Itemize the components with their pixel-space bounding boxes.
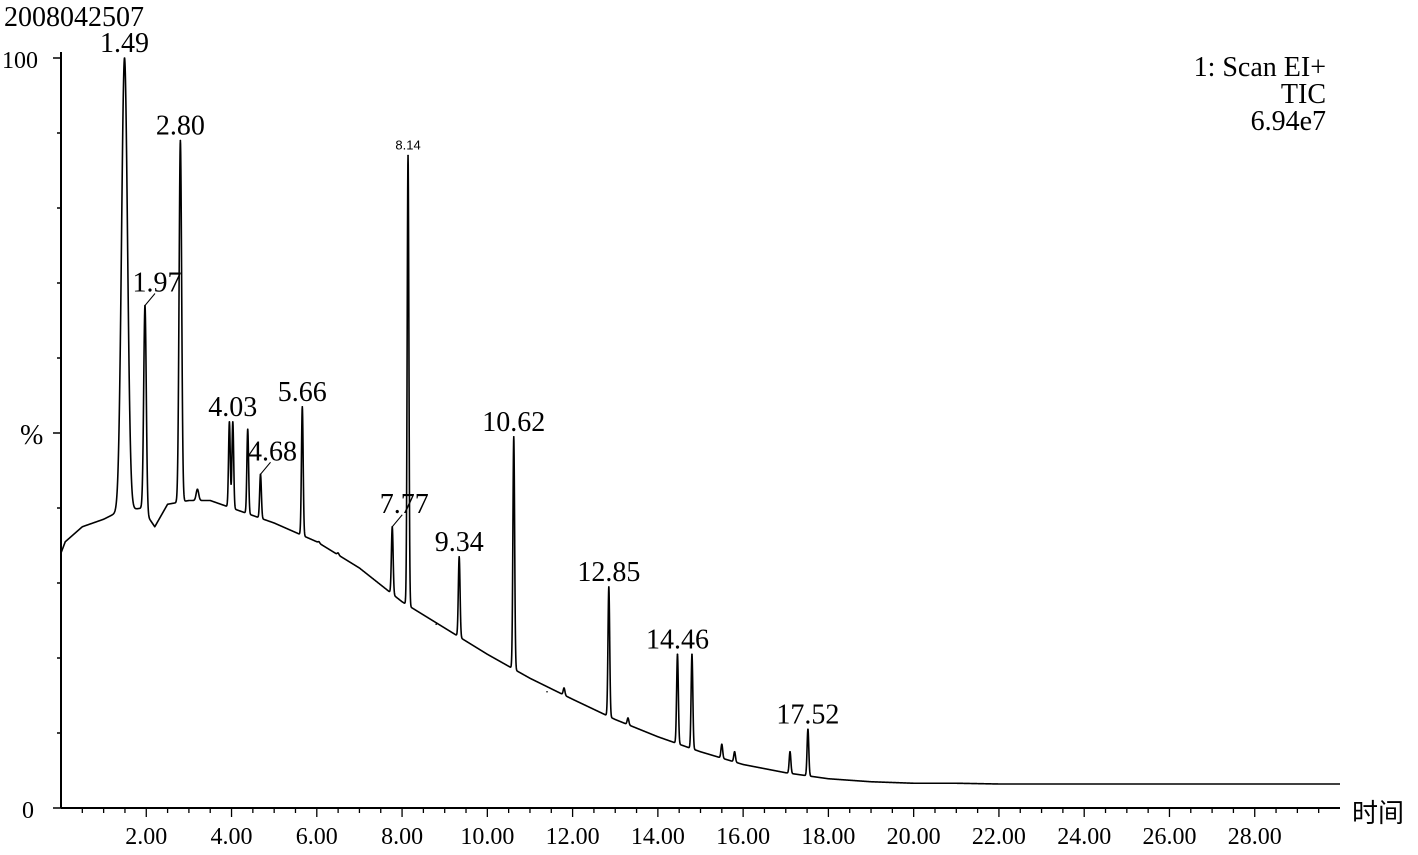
peak-apex: [123, 57, 126, 59]
peak-apex: [721, 743, 723, 746]
peak-label: 12.85: [577, 557, 640, 588]
peak-apex: [407, 154, 409, 157]
peak-apex: [789, 750, 791, 753]
scan-info: 1: Scan EI+ TIC 6.94e7: [1193, 52, 1326, 137]
peak-apex: [563, 687, 565, 689]
peak-apex: [546, 690, 548, 693]
x-tick-label: 2.00: [125, 824, 167, 850]
trace-type: TIC: [1280, 79, 1326, 110]
peak-label: 14.46: [646, 624, 709, 655]
x-tick-label: 14.00: [631, 824, 685, 850]
peak-label: 10.62: [482, 407, 545, 438]
peak-apex: [435, 623, 437, 626]
x-tick-label: 18.00: [801, 824, 855, 850]
peak-apex: [228, 420, 231, 423]
x-tick-label: 20.00: [887, 824, 941, 850]
peak-apex: [246, 428, 249, 431]
x-tick-label: 24.00: [1057, 824, 1111, 850]
peak-label: 7.77: [380, 489, 429, 520]
peak-apex: [512, 435, 515, 438]
peak-leader: [260, 461, 271, 475]
x-tick-label: 6.00: [296, 824, 338, 850]
x-axis-label: 时间: [1352, 799, 1404, 829]
peak-apex: [458, 555, 460, 558]
peak-label: 9.34: [435, 527, 484, 558]
axes: 2.00 4.00 6.00 8.00 10.00 12.00 14.00 16.00 18.0…: [53, 52, 1340, 850]
peak-label: 2.80: [156, 111, 205, 142]
peak-label: 17.52: [776, 699, 839, 730]
x-tick-label: 8.00: [381, 824, 423, 850]
peak-label: 1.97: [132, 268, 181, 299]
x-tick-label: 22.00: [972, 824, 1026, 850]
y-tick-label-top: 100: [2, 48, 38, 74]
trace-layer: [60, 57, 1341, 785]
x-tick-label: 10.00: [460, 824, 514, 850]
peak-apex: [691, 653, 693, 656]
peak-leader: [144, 293, 156, 306]
peak-apex: [733, 750, 736, 753]
peak-apex: [807, 728, 809, 731]
y-tick-label-bottom: 0: [22, 798, 34, 824]
peak-label: 8.14: [395, 138, 420, 153]
max-intensity: 6.94e7: [1250, 106, 1326, 137]
peak-label-layer: 1.49 1.97 2.80 4.03 4.68 5.66 7.77 8.14 9.34 10.6…: [100, 28, 839, 730]
peak-apex: [301, 405, 304, 408]
x-tick-label: 16.00: [716, 824, 770, 850]
x-tick-label: 12.00: [546, 824, 600, 850]
peak-apex: [318, 540, 320, 543]
peak-label: 4.68: [248, 436, 297, 467]
tic-trace: [60, 57, 1341, 785]
sample-id: 2008042507: [4, 2, 144, 33]
scan-mode: 1: Scan EI+: [1193, 52, 1326, 83]
peak-apex: [337, 552, 339, 554]
peak-apex: [627, 717, 629, 719]
peak-label: 1.49: [100, 28, 149, 59]
x-tick-label: 26.00: [1142, 824, 1196, 850]
peak-apex: [608, 585, 610, 588]
peak-apex: [676, 653, 679, 656]
peak-leader: [391, 514, 403, 528]
x-tick-label: 28.00: [1228, 824, 1282, 850]
x-tick-label: 4.00: [211, 824, 253, 850]
peak-apex: [196, 488, 199, 491]
peak-label: 5.66: [278, 377, 327, 408]
peak-apex: [232, 420, 234, 423]
peak-apex: [179, 139, 182, 142]
y-axis-label: %: [20, 420, 43, 451]
peak-label: 4.03: [208, 392, 257, 423]
